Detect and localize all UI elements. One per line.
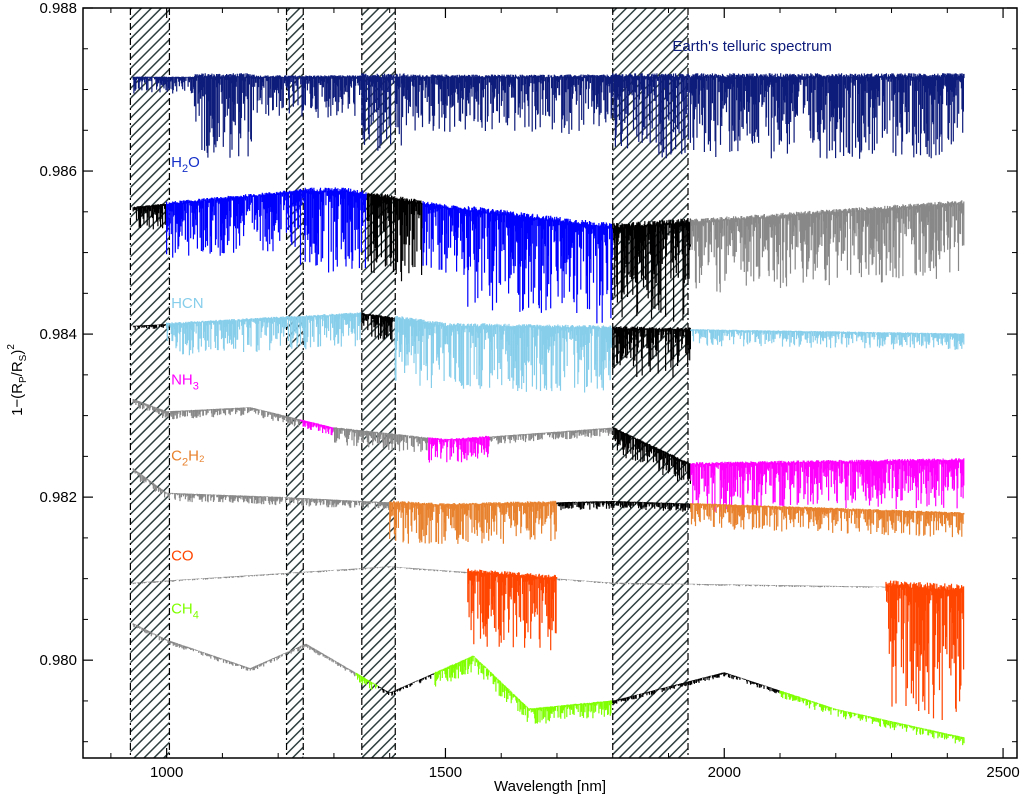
series-0-segment-4 [405, 74, 614, 134]
series-2-segment-4 [612, 326, 691, 378]
label-co: CO [171, 548, 194, 565]
hatched-region-2 [361, 8, 396, 758]
y-axis-title-sub-p: P [18, 376, 29, 383]
series-0-segment-1 [193, 73, 256, 158]
x-tick-label-3: 2500 [986, 764, 1019, 781]
label-h2o-main: H [171, 154, 182, 171]
y-tick-label-3: 0.986 [39, 163, 77, 180]
label-co-main: CO [171, 548, 194, 565]
series-1-segment-6 [612, 218, 691, 322]
series-5-segment-1 [467, 568, 558, 651]
series-1-segment-5 [467, 206, 613, 324]
y-tick-label-4: 0.988 [39, 0, 77, 17]
series-0-segment-3 [361, 73, 407, 151]
label-h2o-after: O [188, 154, 200, 171]
series-4-segment-3 [690, 503, 965, 538]
x-tick-label-0: 1000 [150, 764, 183, 781]
series-5-segment-0 [132, 566, 468, 585]
series-6-segment-0 [132, 623, 357, 677]
y-tick-label-2: 0.984 [39, 326, 77, 343]
y-tick-label-0: 0.980 [39, 652, 77, 669]
series-0-segment-5 [612, 73, 697, 159]
y-axis-title-sub-s: S [18, 354, 29, 361]
series-1-segment-7 [690, 200, 965, 293]
y-axis-title: 1−(RP/RS)2 [6, 344, 29, 416]
series-3-segment-4 [489, 427, 614, 445]
series-1-segment-3 [366, 192, 424, 282]
y-axis-title-sup: 2 [6, 344, 17, 350]
label-nh3: NH3 [171, 372, 199, 393]
label-telluric-main: Earth's telluric spectrum [672, 38, 832, 55]
plot-frame [82, 7, 1018, 759]
series-4-segment-2 [556, 500, 691, 512]
label-telluric: Earth's telluric spectrum [672, 38, 832, 55]
series-3-segment-1 [299, 419, 334, 436]
y-axis-title-mid: /R [9, 361, 26, 376]
hatched-region-1 [286, 8, 304, 758]
label-ch4-sub: 4 [193, 610, 199, 622]
series-2-segment-5 [690, 329, 965, 350]
label-ch4: CH4 [171, 601, 199, 622]
series-1-segment-2 [299, 187, 368, 273]
series-3-segment-2 [333, 427, 429, 452]
series-6-segment-4 [612, 672, 780, 704]
label-c2h2-main: C [171, 447, 182, 464]
series-1 [132, 187, 965, 324]
series-0-segment-6 [695, 73, 965, 159]
series-1-segment-4 [422, 201, 468, 275]
series-4-segment-0 [132, 468, 391, 510]
label-c2h2-after: H₂ [188, 447, 205, 464]
series-5-segment-3 [885, 580, 965, 720]
series-6-segment-3 [433, 655, 613, 724]
series-3-segment-5 [612, 426, 691, 484]
label-c2h2-sub: 2 [182, 456, 188, 468]
series-2-segment-1 [166, 312, 362, 356]
label-c2h2: C2H₂ [171, 447, 205, 468]
label-nh3-main: NH [171, 372, 193, 389]
series-6-segment-1 [355, 672, 379, 690]
series-3 [132, 399, 965, 512]
series-2-segment-3 [394, 316, 613, 393]
series-0-segment-0 [132, 76, 195, 94]
label-h2o-sub: 2 [182, 163, 188, 175]
label-hcn: HCN [171, 295, 204, 312]
hatched-region-0 [130, 8, 170, 758]
series-2 [132, 312, 965, 393]
series-0-segment-2 [255, 75, 363, 118]
x-axis-title: Wavelength [nm] [494, 778, 606, 795]
series-3-segment-3 [428, 435, 491, 463]
series-1-segment-1 [166, 189, 301, 258]
series-6-segment-5 [779, 690, 965, 746]
x-tick-label-2: 2000 [708, 764, 741, 781]
label-h2o: H2O [171, 154, 200, 175]
series-2-segment-0 [132, 324, 167, 330]
y-tick-label-1: 0.982 [39, 489, 77, 506]
series-5-segment-2 [556, 578, 887, 588]
series-4-segment-1 [389, 500, 557, 544]
series-0 [132, 73, 965, 159]
series-1-segment-0 [132, 203, 167, 230]
species-labels: Earth's telluric spectrumH2OHCNNH3C2H₂CO… [171, 38, 832, 622]
series-6-segment-2 [377, 673, 435, 696]
series-3-segment-0 [132, 399, 301, 428]
label-nh3-sub: 3 [193, 381, 199, 393]
y-axis-title-end: ) [9, 350, 26, 355]
series-4 [132, 468, 965, 544]
series-5 [132, 566, 965, 720]
spectra-layer [132, 73, 965, 746]
label-ch4-main: CH [171, 601, 193, 618]
series-3-segment-6 [690, 458, 965, 512]
x-tick-label-1: 1500 [429, 764, 462, 781]
series-2-segment-2 [361, 312, 396, 343]
y-axis-title-part: 1−(R [9, 383, 26, 416]
series-6 [132, 623, 965, 746]
label-hcn-main: HCN [171, 295, 204, 312]
axis-ticks: 1000 1500 2000 2500 0.980 0.982 0.984 0.986 0.98… [39, 0, 1019, 781]
